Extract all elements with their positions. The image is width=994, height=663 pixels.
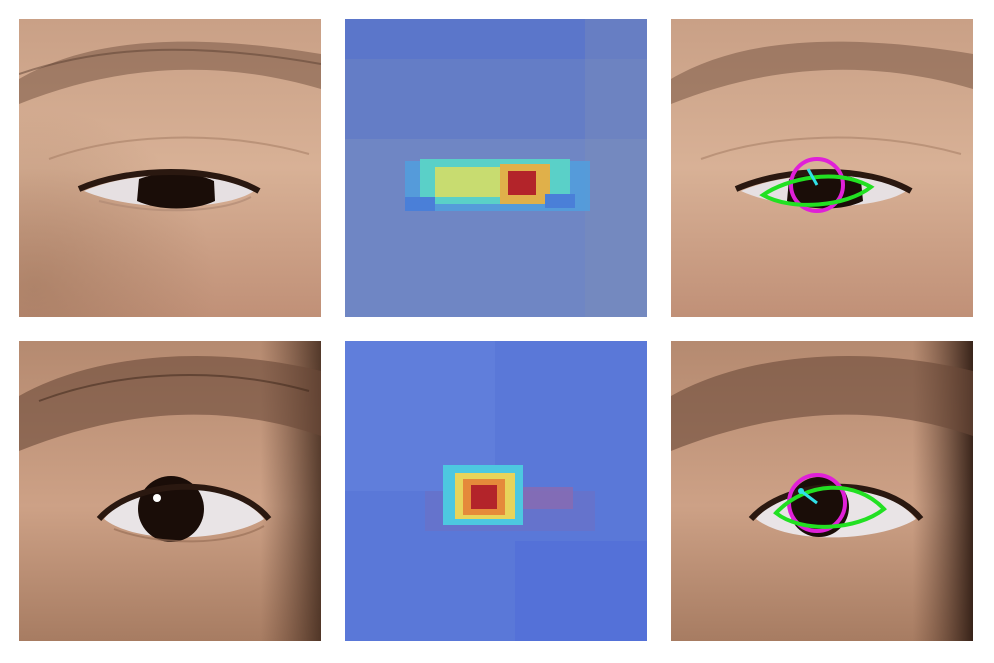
attention-heatmap [345,341,647,641]
attention-heatmap [345,19,647,317]
catchlight [153,494,161,502]
heatmap-peak [471,485,497,509]
gaze-vector-tip [798,488,804,494]
photo-eye-half-closed [19,19,321,317]
eye-photo-annotated [671,341,973,641]
eye-photo [19,19,321,317]
annotated-eye-half-closed [671,19,973,317]
eye-photo-annotated [671,19,973,317]
heatmap-eye-half-closed [345,19,647,317]
iris [137,173,215,208]
photo-eye-open [19,341,321,641]
eye-photo [19,341,321,641]
annotated-eye-open [671,341,973,641]
heatmap-peak [508,171,536,195]
heatmap-eye-open [345,341,647,641]
